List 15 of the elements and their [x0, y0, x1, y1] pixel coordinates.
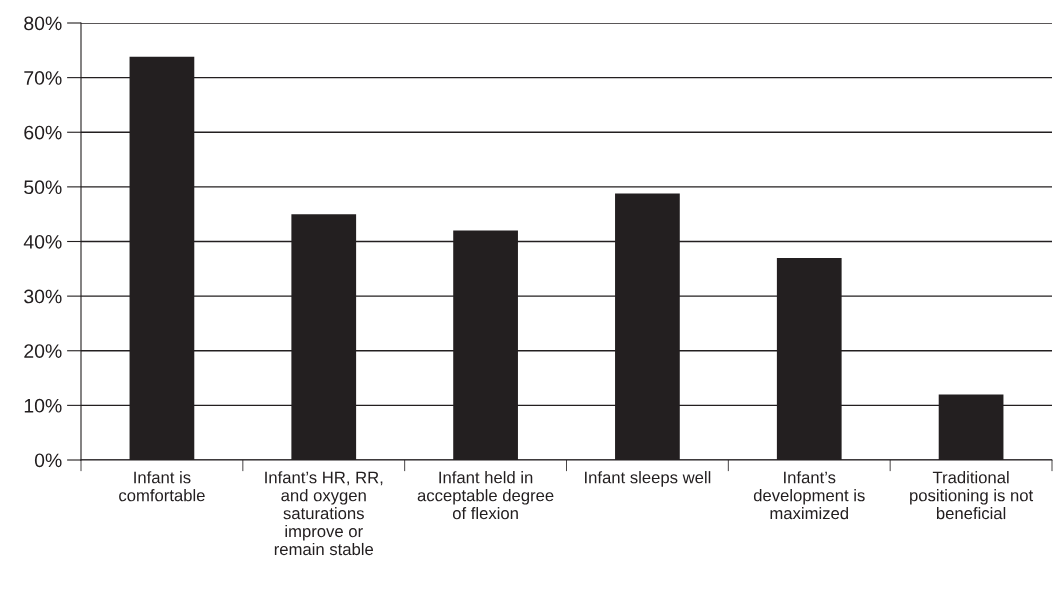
y-tick-label: 20%: [24, 344, 62, 358]
x-tick-label: Infant sleeps well: [585, 471, 711, 487]
y-tick-label: 80%: [24, 16, 62, 31]
y-tick-label: 10%: [24, 398, 62, 413]
x-tick-label: Infant’s development is maximized: [753, 471, 865, 520]
y-tick-label: 0%: [34, 453, 62, 468]
x-tick-label: Traditional positioning is not beneficial: [910, 471, 1034, 520]
y-tick-label: 50%: [24, 180, 62, 195]
x-tick-label: Infant is comfortable: [119, 471, 205, 502]
x-tick-label: Infant’s HR, RR, and oxygen saturations improve or remain stable: [265, 471, 383, 556]
y-tick-label: 30%: [24, 289, 62, 304]
y-tick-label: 40%: [23, 234, 62, 249]
y-tick-label: 70%: [24, 71, 62, 85]
x-tick-label: Infant held in acceptable degree of flexion: [417, 471, 554, 520]
y-tick-label: 60%: [24, 125, 62, 140]
